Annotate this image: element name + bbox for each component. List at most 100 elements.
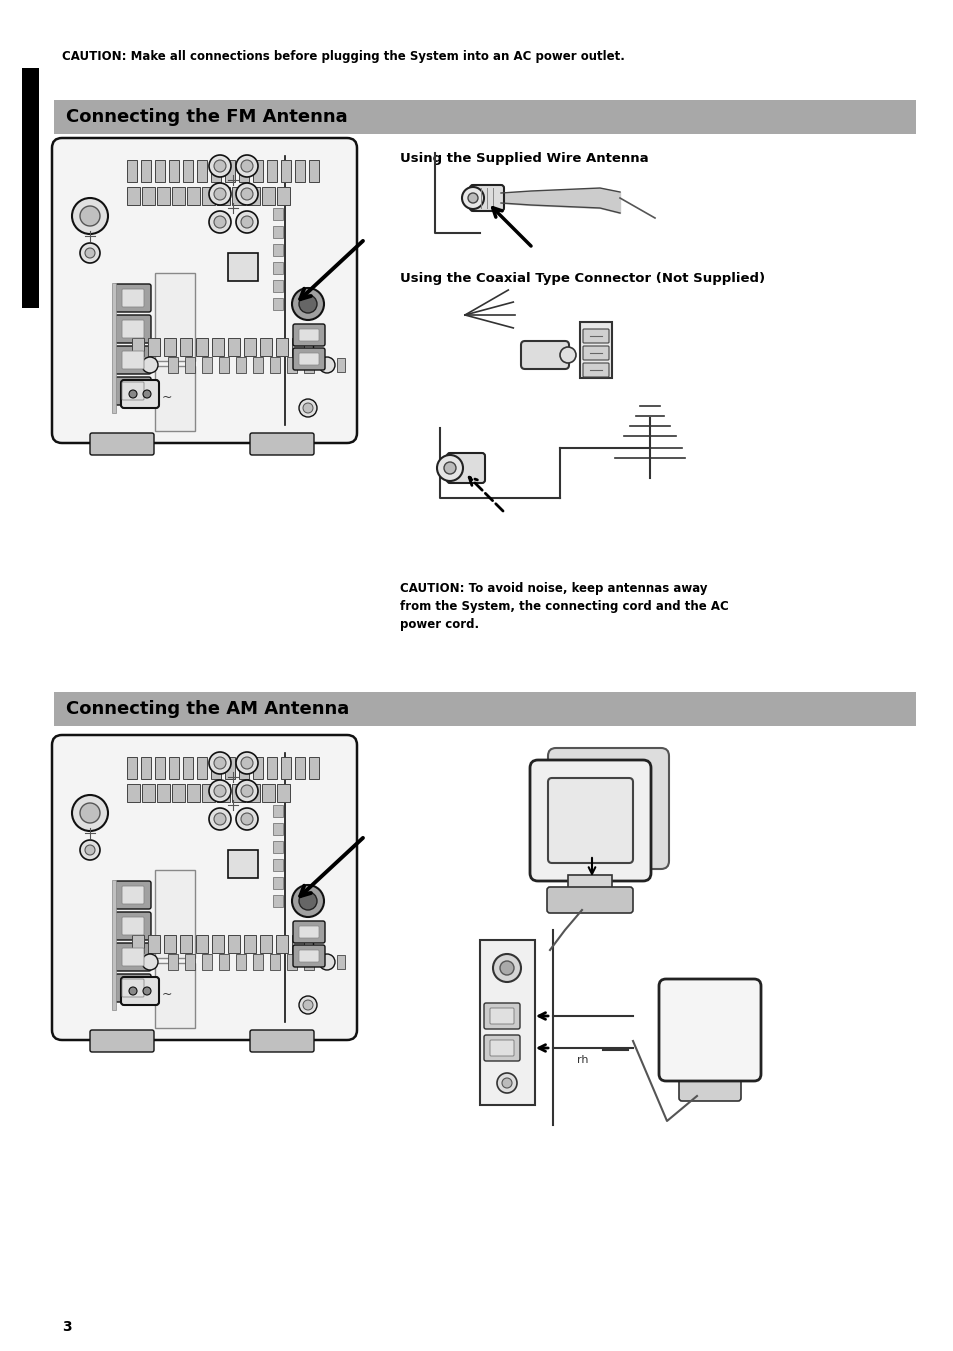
Bar bbox=[187, 186, 200, 205]
FancyBboxPatch shape bbox=[121, 977, 159, 1005]
Bar bbox=[479, 940, 535, 1105]
Circle shape bbox=[85, 249, 95, 258]
Bar bbox=[244, 935, 255, 952]
Bar bbox=[336, 358, 345, 372]
Circle shape bbox=[241, 216, 253, 228]
Circle shape bbox=[213, 159, 226, 172]
Bar bbox=[183, 757, 193, 780]
Circle shape bbox=[235, 753, 257, 774]
Circle shape bbox=[292, 885, 324, 917]
FancyBboxPatch shape bbox=[530, 761, 650, 881]
Bar bbox=[112, 282, 116, 413]
Circle shape bbox=[443, 462, 456, 474]
FancyBboxPatch shape bbox=[547, 778, 633, 863]
Bar bbox=[244, 338, 255, 357]
Circle shape bbox=[436, 455, 462, 481]
FancyBboxPatch shape bbox=[122, 320, 144, 338]
FancyBboxPatch shape bbox=[90, 1029, 153, 1052]
Circle shape bbox=[497, 1073, 517, 1093]
Bar bbox=[228, 338, 240, 357]
Bar bbox=[196, 159, 207, 182]
Bar bbox=[195, 338, 208, 357]
Text: ~: ~ bbox=[162, 390, 172, 404]
FancyBboxPatch shape bbox=[298, 330, 318, 340]
FancyBboxPatch shape bbox=[52, 138, 356, 443]
Bar bbox=[275, 935, 288, 952]
Circle shape bbox=[142, 954, 158, 970]
Bar bbox=[567, 875, 612, 893]
Circle shape bbox=[129, 988, 137, 994]
Bar bbox=[202, 357, 212, 373]
Bar bbox=[157, 186, 170, 205]
Bar bbox=[216, 784, 230, 802]
FancyBboxPatch shape bbox=[115, 974, 151, 1002]
Bar bbox=[281, 757, 291, 780]
Bar bbox=[154, 870, 194, 958]
Circle shape bbox=[298, 399, 316, 417]
FancyBboxPatch shape bbox=[547, 748, 668, 869]
Bar bbox=[185, 954, 194, 970]
Bar bbox=[142, 784, 154, 802]
Circle shape bbox=[298, 295, 316, 313]
Bar bbox=[54, 100, 915, 134]
Bar bbox=[225, 757, 234, 780]
Bar bbox=[273, 877, 283, 889]
Bar bbox=[169, 757, 179, 780]
Bar bbox=[309, 159, 318, 182]
FancyBboxPatch shape bbox=[122, 289, 144, 307]
Circle shape bbox=[241, 188, 253, 200]
Bar bbox=[180, 935, 192, 952]
Circle shape bbox=[213, 813, 226, 825]
Bar bbox=[132, 935, 144, 952]
Bar bbox=[273, 262, 283, 274]
Bar bbox=[172, 186, 185, 205]
FancyBboxPatch shape bbox=[520, 340, 568, 369]
Circle shape bbox=[209, 753, 231, 774]
Bar bbox=[127, 186, 140, 205]
Circle shape bbox=[468, 193, 477, 203]
Bar bbox=[157, 784, 170, 802]
Bar bbox=[262, 186, 274, 205]
FancyBboxPatch shape bbox=[122, 948, 144, 966]
Bar bbox=[239, 757, 249, 780]
FancyBboxPatch shape bbox=[293, 944, 325, 967]
Circle shape bbox=[235, 780, 257, 802]
Circle shape bbox=[461, 186, 483, 209]
Bar bbox=[273, 823, 283, 835]
Bar bbox=[270, 357, 280, 373]
Bar bbox=[202, 186, 214, 205]
Circle shape bbox=[213, 785, 226, 797]
FancyBboxPatch shape bbox=[52, 735, 356, 1040]
FancyBboxPatch shape bbox=[122, 979, 144, 997]
Bar bbox=[276, 784, 290, 802]
FancyBboxPatch shape bbox=[115, 881, 151, 909]
Circle shape bbox=[85, 844, 95, 855]
FancyBboxPatch shape bbox=[298, 353, 318, 365]
Bar bbox=[273, 280, 283, 292]
Bar bbox=[273, 805, 283, 817]
FancyBboxPatch shape bbox=[447, 453, 484, 484]
Bar bbox=[287, 357, 296, 373]
FancyBboxPatch shape bbox=[490, 1040, 514, 1056]
Bar bbox=[253, 357, 263, 373]
Circle shape bbox=[292, 288, 324, 320]
Text: rh: rh bbox=[577, 1055, 588, 1065]
Bar bbox=[281, 159, 291, 182]
Bar bbox=[142, 186, 154, 205]
Bar bbox=[180, 338, 192, 357]
Bar bbox=[239, 159, 249, 182]
Text: CAUTION: Make all connections before plugging the System into an AC power outlet: CAUTION: Make all connections before plu… bbox=[62, 50, 624, 63]
Bar bbox=[212, 935, 224, 952]
Bar bbox=[273, 245, 283, 255]
FancyBboxPatch shape bbox=[659, 979, 760, 1081]
Bar bbox=[202, 784, 214, 802]
Bar bbox=[211, 159, 221, 182]
Bar bbox=[154, 963, 194, 1028]
Bar bbox=[141, 159, 151, 182]
Bar bbox=[185, 357, 194, 373]
FancyBboxPatch shape bbox=[582, 330, 608, 343]
FancyBboxPatch shape bbox=[582, 363, 608, 377]
Bar bbox=[212, 338, 224, 357]
Bar bbox=[262, 784, 274, 802]
Bar bbox=[219, 357, 229, 373]
